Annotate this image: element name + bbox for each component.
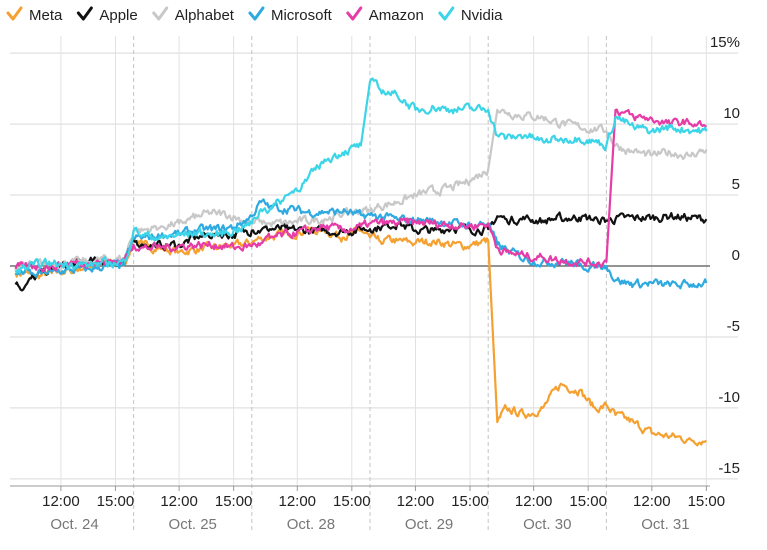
series-line-meta	[14, 225, 708, 447]
day-label-oct-30: Oct. 30	[523, 516, 571, 533]
series-line-nvidia	[14, 77, 708, 274]
legend-label-microsoft: Microsoft	[271, 7, 333, 24]
y-tick-label: 10	[723, 105, 740, 122]
legend-mark-microsoft-icon	[248, 6, 265, 21]
series-lines	[14, 77, 708, 447]
series-line-amazon	[14, 108, 708, 273]
legend: Meta Apple Alphabet Microsoft Amazon Nvidia	[6, 6, 503, 24]
x-tick-label: 12:00	[278, 493, 316, 510]
x-tick-label: 12:00	[42, 493, 80, 510]
legend-mark-meta-icon	[6, 6, 23, 21]
legend-mark-apple-icon	[76, 6, 93, 21]
legend-mark-alphabet-icon	[152, 6, 169, 21]
y-tick-label: 5	[732, 176, 740, 193]
y-tick-label: 15%	[710, 34, 740, 51]
legend-label-alphabet: Alphabet	[175, 7, 235, 24]
day-label-oct-31: Oct. 31	[641, 516, 689, 533]
x-tick-label: 15:00	[333, 493, 371, 510]
day-label-oct-24: Oct. 24	[50, 516, 98, 533]
y-tick-label: -15	[718, 460, 740, 477]
legend-mark-amazon-icon	[346, 6, 363, 21]
x-tick-label: 12:00	[160, 493, 198, 510]
x-tick-label: 15:00	[688, 493, 726, 510]
legend-label-apple: Apple	[99, 7, 137, 24]
x-tick-label: 15:00	[97, 493, 135, 510]
x-tick-label: 15:00	[215, 493, 253, 510]
y-tick-label: -5	[727, 318, 740, 335]
legend-label-meta: Meta	[29, 7, 63, 24]
y-tick-label: 0	[732, 247, 740, 264]
y-tick-label: -10	[718, 389, 740, 406]
x-tick-label: 12:00	[397, 493, 435, 510]
day-label-oct-28: Oct. 28	[287, 516, 335, 533]
legend-label-nvidia: Nvidia	[461, 7, 503, 24]
grid	[10, 36, 738, 532]
x-tick-label: 12:00	[633, 493, 671, 510]
x-tick-label: 15:00	[451, 493, 489, 510]
x-tick-label: 12:00	[515, 493, 553, 510]
x-tick-label: 15:00	[569, 493, 607, 510]
day-label-oct-29: Oct. 29	[405, 516, 453, 533]
axes: 15% 10 5 0 -5 -10 -15 12:00 15:00 12:00 15:00 12:00…	[10, 34, 740, 533]
legend-label-amazon: Amazon	[369, 7, 424, 24]
legend-mark-nvidia-icon	[438, 6, 455, 21]
day-label-oct-25: Oct. 25	[169, 516, 217, 533]
series-line-microsoft	[14, 198, 708, 290]
series-line-alphabet	[14, 108, 708, 273]
